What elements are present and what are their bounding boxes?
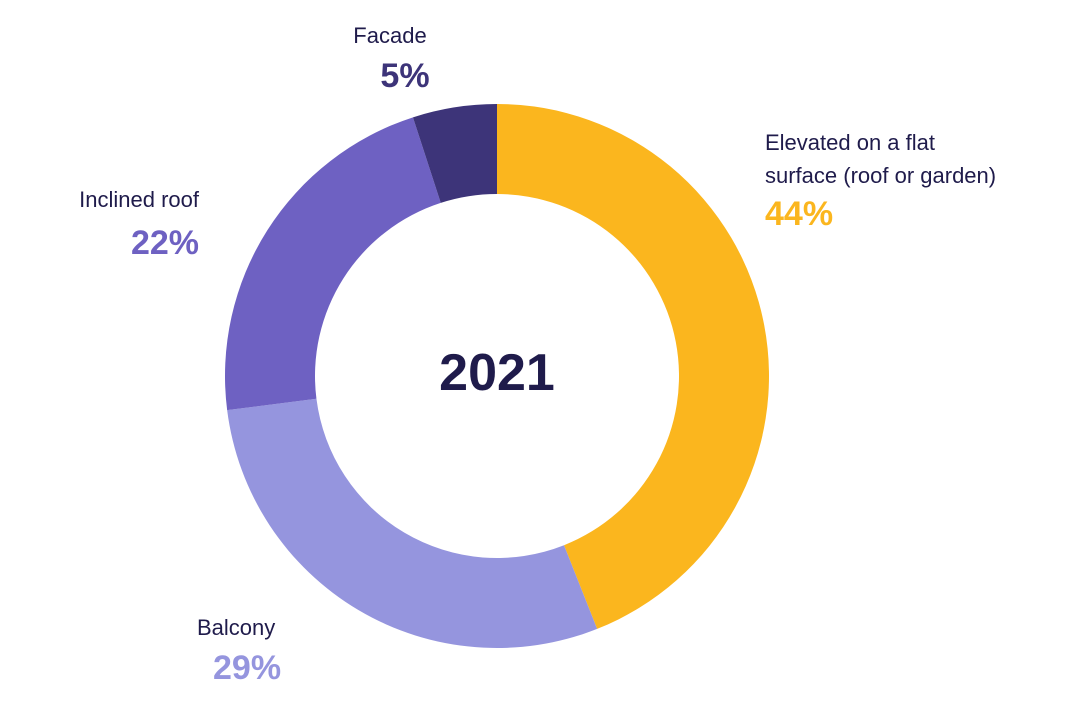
label-group-elevated: Elevated on a flat surface (roof or gard… [765, 130, 996, 233]
slice-label-balcony: Balcony [197, 615, 275, 640]
donut-slice-elevated-on-a-flat-surface-roof-or-garden [497, 104, 770, 629]
slice-value-elevated: 44% [765, 195, 833, 233]
label-group-balcony: Balcony 29% [197, 615, 281, 687]
donut-slices [225, 104, 770, 648]
donut-slice-inclined-roof [225, 117, 441, 411]
slice-value-facade: 5% [380, 57, 429, 95]
slice-value-balcony: 29% [213, 649, 281, 687]
label-group-facade: Facade 5% [353, 23, 429, 95]
slice-label-inclined-roof: Inclined roof [79, 187, 200, 212]
label-group-inclined-roof: Inclined roof 22% [79, 187, 200, 262]
donut-slice-balcony [227, 398, 598, 648]
center-year-label: 2021 [439, 344, 555, 402]
slice-value-inclined-roof: 22% [131, 224, 199, 262]
slice-label-elevated-line1: Elevated on a flat [765, 130, 935, 155]
donut-slice-facade [412, 104, 497, 203]
slice-label-facade: Facade [353, 23, 426, 48]
slice-label-elevated-line2: surface (roof or garden) [765, 163, 996, 188]
